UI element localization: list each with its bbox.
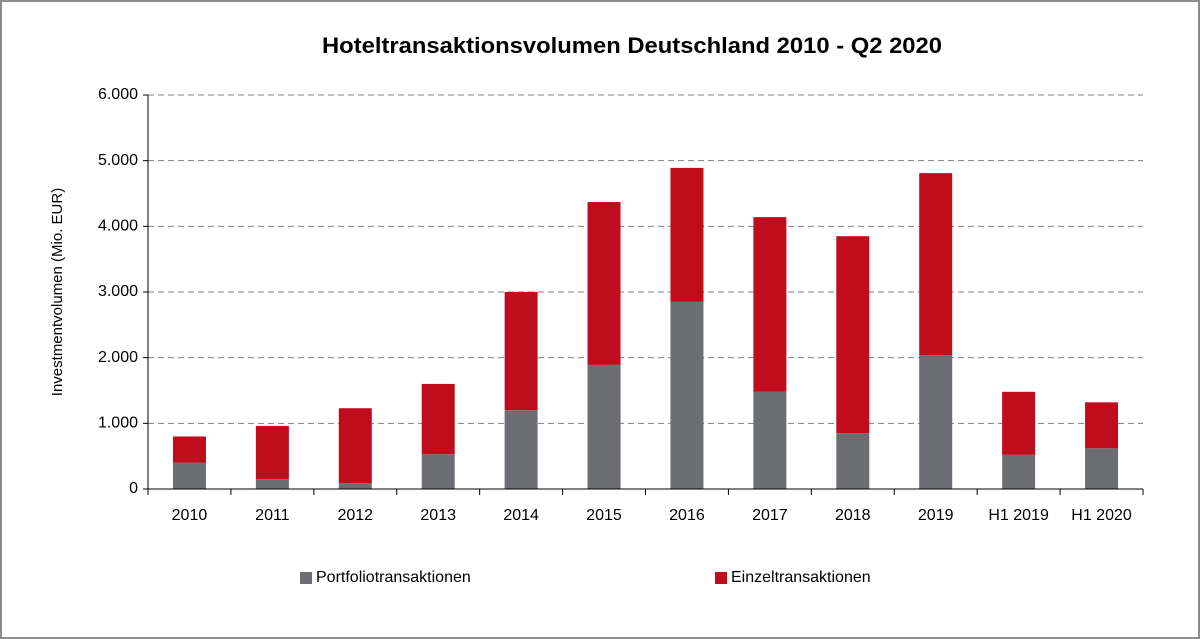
bar-segment — [255, 479, 289, 489]
bar-segment — [587, 364, 621, 489]
bar-segment — [338, 483, 372, 489]
bar-segment — [587, 202, 621, 365]
x-tick-label: 2016 — [669, 507, 705, 524]
y-tick-label: 3.000 — [98, 283, 138, 300]
bar-segment — [753, 391, 787, 489]
legend-swatch — [300, 572, 312, 584]
x-tick-label: H1 2019 — [988, 507, 1049, 524]
legend-swatch — [715, 572, 727, 584]
x-tick-label: 2012 — [337, 507, 373, 524]
x-tick-label: 2014 — [503, 507, 539, 524]
bar-segment — [338, 408, 372, 484]
bar-segment — [421, 454, 455, 489]
y-tick-label: 1.000 — [98, 415, 138, 432]
bar-segment — [919, 355, 953, 489]
x-tick-label: 2011 — [255, 507, 290, 524]
x-tick-label: 2019 — [918, 507, 954, 524]
bar-segment — [753, 217, 787, 392]
bar-segment — [1085, 448, 1119, 489]
chart-title: Hoteltransaktionsvolumen Deutschland 201… — [322, 33, 942, 58]
bar-segment — [255, 425, 289, 480]
y-tick-label: 0 — [129, 480, 138, 497]
bar-segment — [504, 410, 538, 489]
bar-segment — [919, 173, 953, 356]
bar-segment — [836, 236, 870, 434]
y-tick-label: 5.000 — [98, 152, 138, 169]
y-tick-label: 4.000 — [98, 218, 138, 235]
legend-label: Portfoliotransaktionen — [316, 569, 471, 586]
bar-segment — [1002, 454, 1036, 489]
bar-segment — [1085, 402, 1119, 449]
legend-label: Einzeltransaktionen — [731, 569, 871, 586]
bar-segment — [670, 301, 704, 489]
bar-segment — [670, 167, 704, 302]
x-tick-label: 2015 — [586, 507, 622, 524]
x-tick-label: 2018 — [835, 507, 871, 524]
bar-segment — [504, 292, 538, 411]
x-tick-label: H1 2020 — [1071, 507, 1132, 524]
y-axis-label: Investmentvolumen (Mio. EUR) — [49, 188, 66, 396]
x-tick-label: 2013 — [420, 507, 456, 524]
bar-segment — [172, 436, 206, 463]
x-tick-label: 2017 — [752, 507, 788, 524]
bar-segment — [421, 383, 455, 455]
x-tick-label: 2010 — [172, 507, 208, 524]
y-tick-label: 6.000 — [98, 86, 138, 103]
bar-segment — [836, 433, 870, 489]
y-tick-label: 2.000 — [98, 349, 138, 366]
bar-segment — [172, 462, 206, 489]
bar-segment — [1002, 391, 1036, 455]
